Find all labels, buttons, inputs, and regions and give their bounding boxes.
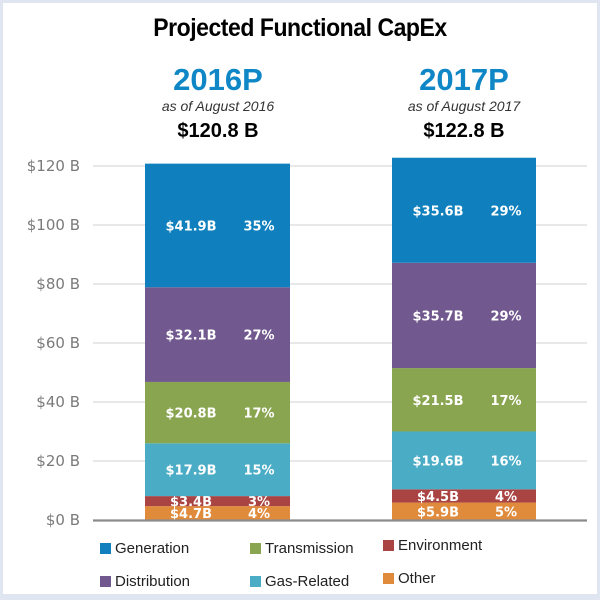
bar-segment-distribution <box>392 262 536 369</box>
bar-segment-environment <box>392 489 536 503</box>
bar-segment-transmission <box>392 368 536 432</box>
data-label-value: $17.9B <box>165 464 216 479</box>
y-tick-label: $100 B <box>27 216 80 234</box>
data-label-percent: 15% <box>243 464 274 479</box>
bar-segment-distribution <box>145 287 290 382</box>
y-tick-label: $40 B <box>36 393 80 411</box>
column-year: 2017P <box>419 62 509 97</box>
legend-item-generation: Generation <box>100 540 189 557</box>
data-label-percent: 5% <box>495 505 517 520</box>
bar-segment-generation <box>145 163 290 288</box>
column-header-2017: 2017P as of August 2017 $122.8 B <box>354 63 574 143</box>
y-tick-label: $120 B <box>27 157 80 175</box>
y-tick-label: $20 B <box>36 452 80 470</box>
legend-label: Distribution <box>115 573 191 590</box>
bar-segment-other <box>392 502 536 520</box>
data-label-value: $20.8B <box>165 407 216 422</box>
legend-label: Environment <box>398 537 483 554</box>
bar-segment-environment <box>145 496 290 507</box>
chart-legend: Generation Transmission Environment Distrib… <box>100 537 520 590</box>
data-label-percent: 16% <box>490 454 521 469</box>
column-header-2016: 2016P as of August 2016 $120.8 B <box>108 63 328 143</box>
data-label-percent: 4% <box>248 507 270 522</box>
data-label-percent: 17% <box>243 407 274 422</box>
chart-title: Projected Functional CapEx <box>153 14 447 42</box>
column-total: $122.8 B <box>423 120 505 142</box>
data-label-value: $35.7B <box>412 309 463 324</box>
data-label-percent: 27% <box>243 329 274 344</box>
bar-segment-gas-related <box>392 431 536 490</box>
column-subtitle: as of August 2016 <box>161 98 275 114</box>
bar-segment-other <box>145 506 290 520</box>
legend-label: Transmission <box>265 540 354 557</box>
legend-swatch <box>100 576 111 587</box>
legend-item-distribution: Distribution <box>100 573 190 590</box>
legend-swatch <box>250 576 261 587</box>
data-label-percent: 35% <box>243 219 274 234</box>
data-label-value: $5.9B <box>417 505 459 520</box>
data-label-percent: 4% <box>495 490 517 505</box>
legend-label: Generation <box>115 540 190 557</box>
legend-item-environment: Environment <box>383 537 482 554</box>
bar-segment-generation <box>392 157 536 263</box>
data-label-value: $3.4B <box>170 495 212 510</box>
column-total: $120.8 B <box>177 120 259 142</box>
legend-swatch <box>250 543 261 554</box>
bar-segment-gas-related <box>145 443 290 497</box>
bar-segment-transmission <box>145 381 290 444</box>
data-label-value: $41.9B <box>165 219 216 234</box>
data-label-value: $4.5B <box>417 490 459 505</box>
data-label-value: $35.6B <box>412 204 463 219</box>
data-label-percent: 29% <box>490 309 521 324</box>
y-tick-label: $80 B <box>36 275 80 293</box>
legend-item-transmission: Transmission <box>250 540 354 557</box>
data-label-percent: 17% <box>490 394 521 409</box>
data-label-percent: 29% <box>490 204 521 219</box>
data-label-value: $19.6B <box>412 454 463 469</box>
legend-swatch <box>100 543 111 554</box>
data-label-percent: 3% <box>248 495 270 510</box>
data-label-value: $32.1B <box>165 329 216 344</box>
column-year: 2016P <box>173 62 263 97</box>
legend-label: Other <box>398 570 436 587</box>
y-tick-label: $60 B <box>36 334 80 352</box>
y-tick-label: $0 B <box>46 511 80 529</box>
legend-swatch <box>383 573 394 584</box>
legend-item-other: Other <box>383 570 436 587</box>
legend-swatch <box>383 540 394 551</box>
legend-item-gas-related: Gas-Related <box>250 573 349 590</box>
data-label-value: $21.5B <box>412 394 463 409</box>
legend-label: Gas-Related <box>265 573 350 590</box>
column-subtitle: as of August 2017 <box>407 98 521 114</box>
data-label-value: $4.7B <box>170 507 212 522</box>
